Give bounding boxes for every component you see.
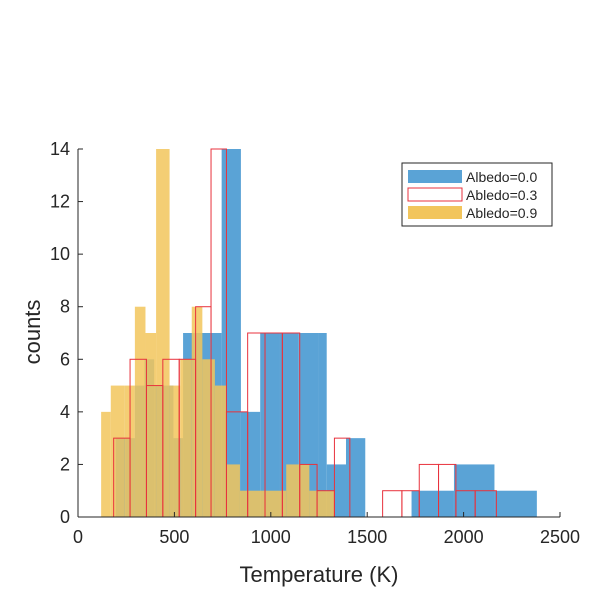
y-tick-label-0: 0 [60, 507, 70, 527]
bar-series-0-bin-12 [260, 333, 280, 517]
bar-series-2-bin-6 [169, 385, 181, 517]
bar-series-0-bin-18 [411, 490, 454, 517]
legend: Albedo=0.0 Abledo=0.3 Abledo=0.9 [401, 162, 553, 227]
legend-swatch-0 [408, 170, 462, 183]
y-tick-label-3: 6 [60, 349, 70, 369]
bar-series-0-bin-15 [318, 333, 327, 517]
bar-series-2-bin-12 [239, 490, 287, 517]
legend-entry-0: Albedo=0.0 [466, 169, 537, 185]
bar-series-2-bin-7 [180, 359, 192, 517]
y-axis-label: counts [20, 300, 45, 365]
bars-layer [101, 148, 537, 518]
bar-series-2-bin-11 [226, 464, 240, 517]
legend-swatch-2 [408, 206, 462, 219]
bar-series-2-bin-9 [202, 359, 215, 517]
y-tick-label-2: 4 [60, 402, 70, 422]
y-tick-label-1: 2 [60, 454, 70, 474]
x-tick-label-0: 0 [73, 527, 83, 547]
bar-series-2-bin-3 [134, 306, 146, 517]
x-tick-label-5: 2500 [540, 527, 580, 547]
bar-series-2-bin-8 [191, 306, 203, 517]
y-tick-label-4: 8 [60, 297, 70, 317]
bar-series-2-bin-10 [214, 385, 227, 517]
bar-series-2-bin-5 [156, 149, 170, 517]
bar-series-2-bin-0 [101, 411, 111, 517]
bar-series-2-bin-4 [145, 333, 157, 517]
y-tick-label-7: 14 [50, 139, 70, 159]
legend-entry-1: Abledo=0.3 [466, 187, 537, 203]
y-tick-label-5: 10 [50, 244, 70, 264]
bar-series-0-bin-20 [494, 490, 537, 517]
x-tick-label-2: 1000 [251, 527, 291, 547]
bar-series-2-bin-1 [110, 385, 125, 517]
bar-series-0-bin-17 [345, 438, 366, 517]
legend-entry-2: Abledo=0.9 [466, 205, 537, 221]
x-tick-label-4: 2000 [444, 527, 484, 547]
x-tick-label-1: 500 [159, 527, 189, 547]
axes-layer [77, 149, 560, 518]
series-2 [101, 149, 335, 517]
y-tick-label-6: 12 [50, 192, 70, 212]
bar-series-2-bin-14 [309, 490, 335, 517]
bar-series-2-bin-13 [286, 464, 310, 517]
legend-swatch-1 [407, 187, 463, 202]
x-axis-label: Temperature (K) [240, 562, 399, 587]
x-tick-label-3: 1500 [347, 527, 387, 547]
ticks-layer: 0 500 1000 1500 2000 2500 0 2 4 6 8 10 12 14 [50, 139, 580, 547]
